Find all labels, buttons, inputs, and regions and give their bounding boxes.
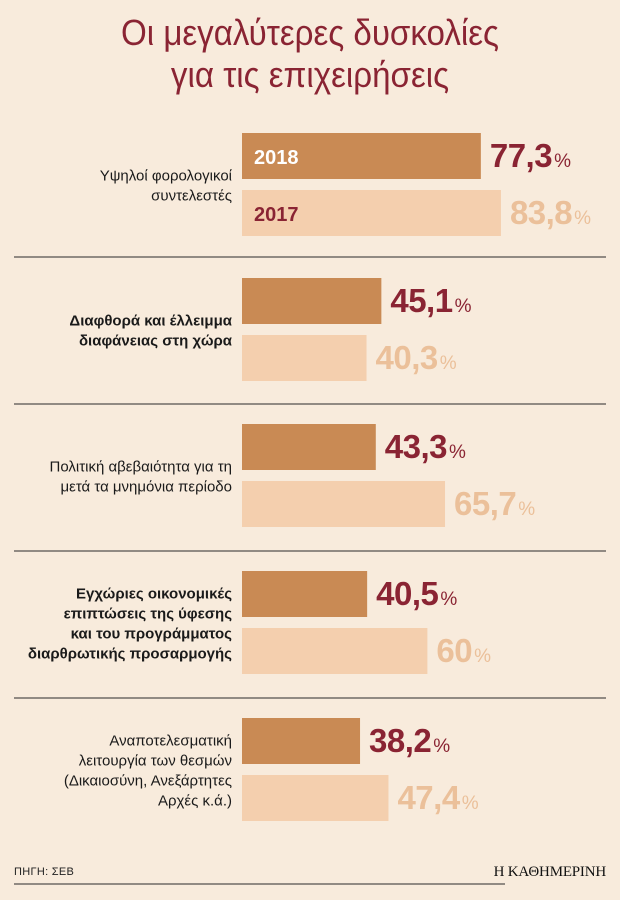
category-label: Πολιτική αβεβαιότητα για τη xyxy=(50,459,233,476)
series-label-2018: 2018 xyxy=(254,147,299,169)
percent-unit: % xyxy=(574,208,591,229)
category-label: διαφάνειας στη χώρα xyxy=(79,333,233,350)
category-label: Υψηλοί φορολογικοί xyxy=(100,168,233,185)
category-label: Αναποτελεσματική xyxy=(109,733,232,750)
value-label: 60% xyxy=(436,632,491,669)
percent-unit: % xyxy=(440,353,457,374)
bar-2018 xyxy=(242,571,368,617)
percent-unit: % xyxy=(462,793,479,814)
percent-unit: % xyxy=(440,589,457,610)
bar-group: Εγχώριες οικονομικές επιπτώσεις της ύφεση… xyxy=(28,571,492,674)
publisher-logo: Η ΚΑΘΗΜΕΡΙΝΗ xyxy=(493,864,607,880)
bar-2017 xyxy=(242,628,428,674)
bar-2017 xyxy=(242,335,367,381)
bar-2017 xyxy=(242,190,501,236)
value-label: 83,8% xyxy=(510,194,591,231)
title-line-2: για τις επιχειρήσεις xyxy=(170,54,450,95)
percent-unit: % xyxy=(474,646,491,667)
percent-unit: % xyxy=(518,499,535,520)
bar-2017 xyxy=(242,775,389,821)
series-label-2017: 2017 xyxy=(254,204,299,226)
value-label: 65,7% xyxy=(454,485,535,522)
bar-2018 xyxy=(242,278,382,324)
bar-group: Υψηλοί φορολογικοί συντελεστές 2018 77,3 % 20… xyxy=(100,133,592,236)
percent-unit: % xyxy=(554,151,571,172)
category-label: μετά τα μνημόνια περίοδο xyxy=(60,479,232,496)
value-label: 43,3% xyxy=(385,428,466,465)
value-label: 47,4% xyxy=(397,779,478,816)
percent-unit: % xyxy=(455,296,472,317)
bar-group: Πολιτική αβεβαιότητα για τη μετά τα μνημό… xyxy=(50,424,536,527)
source-note: ΠΗΓΗ: ΣΕΒ xyxy=(14,866,75,878)
percent-unit: % xyxy=(433,736,450,757)
category-label: Εγχώριες οικονομικές xyxy=(76,586,232,603)
bar-group: Διαφθορά και έλλειμμα διαφάνειας στη χώρα… xyxy=(69,278,472,381)
percent-unit: % xyxy=(449,442,466,463)
category-label: (Δικαιοσύνη, Ανεξάρτητες xyxy=(64,773,232,790)
bar-2018 xyxy=(242,718,361,764)
category-label: Αρχές κ.ά.) xyxy=(158,793,232,810)
bar-2017 xyxy=(242,481,446,527)
category-label: διαρθρωτικής προσαρμογής xyxy=(28,646,232,663)
category-label: και του προγράμματος xyxy=(71,626,233,643)
bar-group: Αναποτελεσματική λειτουργία των θεσμών (Δι… xyxy=(64,718,479,821)
value-label: 40,3% xyxy=(376,339,457,376)
value-label: 45,1% xyxy=(390,282,471,319)
category-label: λειτουργία των θεσμών xyxy=(79,753,232,770)
value-label: 38,2% xyxy=(369,722,450,759)
bar-2018 xyxy=(242,133,481,179)
category-label: επιπτώσεις της ύφεσης xyxy=(64,606,233,623)
value-label: 40,5% xyxy=(376,575,457,612)
category-label: συντελεστές xyxy=(151,188,232,205)
value-label: 77,3% xyxy=(490,137,571,174)
category-label: Διαφθορά και έλλειμμα xyxy=(69,313,232,330)
chart-title: Οι μεγαλύτερες δυσκολίες για τις επιχειρ… xyxy=(25,12,595,96)
title-line-1: Οι μεγαλύτερες δυσκολίες xyxy=(121,12,499,53)
bar-2018 xyxy=(242,424,376,470)
